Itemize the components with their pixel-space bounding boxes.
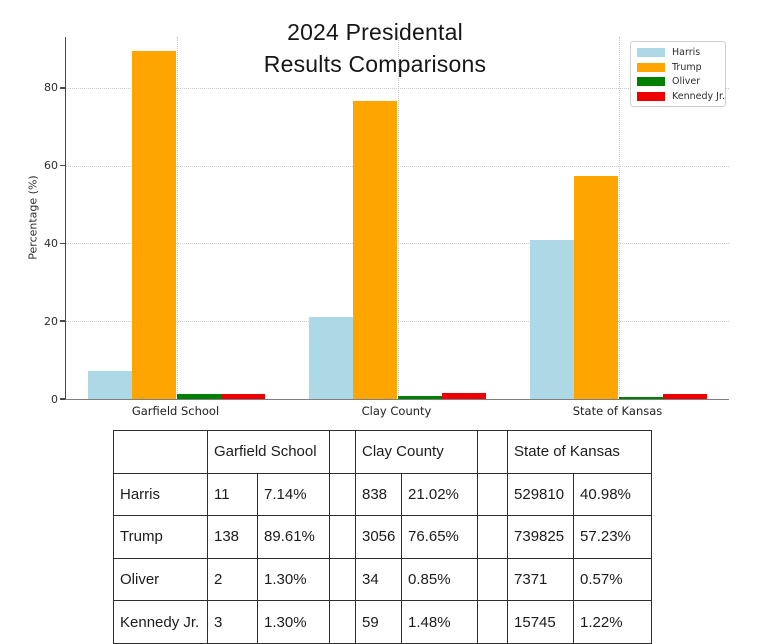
bar-harris-clay-county (309, 317, 354, 399)
header-state-of-kansas: State of Kansas (507, 430, 653, 474)
y-axis-label: Percentage (%) (26, 175, 40, 260)
clay-pct: 21.02% (400, 472, 479, 517)
legend-label-oliver: Oliver (672, 76, 701, 88)
bar-kennedy-jr-state-of-kansas (662, 394, 707, 399)
y-tick-label-20: 20 (44, 314, 58, 328)
trump-swatch-icon (637, 62, 665, 72)
y-tick-label-60: 60 (44, 159, 58, 173)
spacer-cell (329, 557, 356, 602)
bar-kennedy-jr-clay-county (441, 393, 486, 399)
spacer-cell (477, 472, 509, 517)
clay-pct: 1.48% (400, 600, 479, 644)
kennedy-swatch-icon (637, 91, 665, 101)
legend-label-trump: Trump (672, 61, 702, 73)
bar-oliver-garfield-school (176, 393, 221, 399)
gridline-x-0 (176, 37, 178, 399)
garfield-count: 3 (207, 600, 258, 644)
table-header-row: Garfield School Clay County State of Kan… (113, 430, 653, 474)
x-tick-label-0: Garfield School (131, 404, 220, 418)
table-row-oliver: Oliver 2 1.30% 34 0.85% 7371 0.57% (113, 557, 653, 602)
spacer-cell (477, 557, 509, 602)
spacer-cell (477, 600, 509, 644)
garfield-count: 138 (207, 515, 258, 559)
row-label: Harris (113, 472, 208, 517)
spacer-cell (329, 515, 356, 559)
garfield-count: 2 (207, 557, 258, 602)
bar-harris-state-of-kansas (530, 239, 575, 399)
chart-legend: Harris Trump Oliver Kennedy Jr. (630, 41, 726, 107)
bar-kennedy-jr-garfield-school (220, 393, 265, 399)
bar-harris-garfield-school (88, 371, 133, 399)
x-tick-label-2: State of Kansas (572, 404, 663, 418)
bar-trump-state-of-kansas (574, 176, 619, 399)
header-clay-county: Clay County (354, 430, 479, 474)
bar-oliver-clay-county (397, 395, 442, 399)
table-row-trump: Trump 138 89.61% 3056 76.65% 739825 57.2… (113, 515, 653, 559)
y-tick-mark (60, 398, 65, 400)
kansas-pct: 1.22% (573, 600, 653, 644)
garfield-pct: 7.14% (257, 472, 330, 517)
header-garfield-school: Garfield School (207, 430, 330, 474)
spacer-cell (477, 515, 509, 559)
y-tick-mark (60, 320, 65, 322)
table-row-kennedy: Kennedy Jr. 3 1.30% 59 1.48% 15745 1.22% (113, 600, 653, 644)
y-tick-mark (60, 242, 65, 245)
bar-trump-garfield-school (132, 50, 177, 399)
bar-chart: 2024 Presidental Results Comparisons Per… (26, 19, 729, 418)
bar-oliver-state-of-kansas (618, 396, 663, 399)
clay-count: 3056 (355, 515, 402, 559)
y-tick-mark (60, 164, 65, 167)
corner-cell (113, 430, 208, 474)
kansas-count: 7371 (507, 557, 575, 602)
legend-item-trump: Trump (637, 61, 720, 74)
clay-count: 838 (355, 472, 402, 517)
x-tick-label-1: Clay County (361, 404, 432, 418)
legend-label-harris: Harris (672, 47, 701, 58)
garfield-pct: 1.30% (257, 600, 330, 644)
kansas-count: 15745 (507, 600, 575, 644)
y-tick-label-0: 0 (51, 392, 58, 406)
results-table: Garfield School Clay County State of Kan… (113, 430, 653, 644)
spacer-cell (477, 430, 509, 474)
clay-count: 59 (355, 600, 402, 644)
row-label: Kennedy Jr. (113, 600, 208, 644)
kansas-count: 529810 (507, 472, 575, 517)
garfield-pct: 1.30% (257, 557, 330, 602)
harris-swatch-icon (637, 48, 665, 57)
legend-item-harris: Harris (637, 46, 720, 59)
oliver-swatch-icon (637, 77, 665, 87)
garfield-count: 11 (207, 472, 258, 517)
row-label: Trump (113, 515, 208, 559)
gridline-x-1 (397, 37, 399, 399)
kansas-pct: 40.98% (573, 472, 653, 517)
clay-pct: 0.85% (400, 557, 479, 602)
kansas-pct: 0.57% (573, 557, 653, 602)
clay-count: 34 (355, 557, 402, 602)
clay-pct: 76.65% (400, 515, 479, 559)
spacer-cell (329, 430, 356, 474)
row-label: Oliver (113, 557, 208, 602)
kansas-pct: 57.23% (573, 515, 653, 559)
garfield-pct: 89.61% (257, 515, 330, 559)
table-row-harris: Harris 11 7.14% 838 21.02% 529810 40.98% (113, 472, 653, 517)
chart-title-line-1: 2024 Presidental (287, 19, 463, 45)
legend-item-oliver: Oliver (637, 75, 720, 88)
spacer-cell (329, 472, 356, 517)
spacer-cell (329, 600, 356, 644)
legend-label-kennedy: Kennedy Jr. (672, 90, 726, 102)
y-tick-label-40: 40 (44, 236, 58, 250)
gridline-x-2 (618, 37, 620, 399)
chart-title-line-2: Results Comparisons (263, 51, 487, 77)
kansas-count: 739825 (507, 515, 575, 559)
bar-trump-clay-county (353, 100, 398, 399)
y-tick-mark (60, 87, 65, 89)
legend-item-kennedy: Kennedy Jr. (637, 90, 725, 103)
y-tick-label-80: 80 (44, 81, 58, 95)
plot-area (65, 37, 729, 400)
